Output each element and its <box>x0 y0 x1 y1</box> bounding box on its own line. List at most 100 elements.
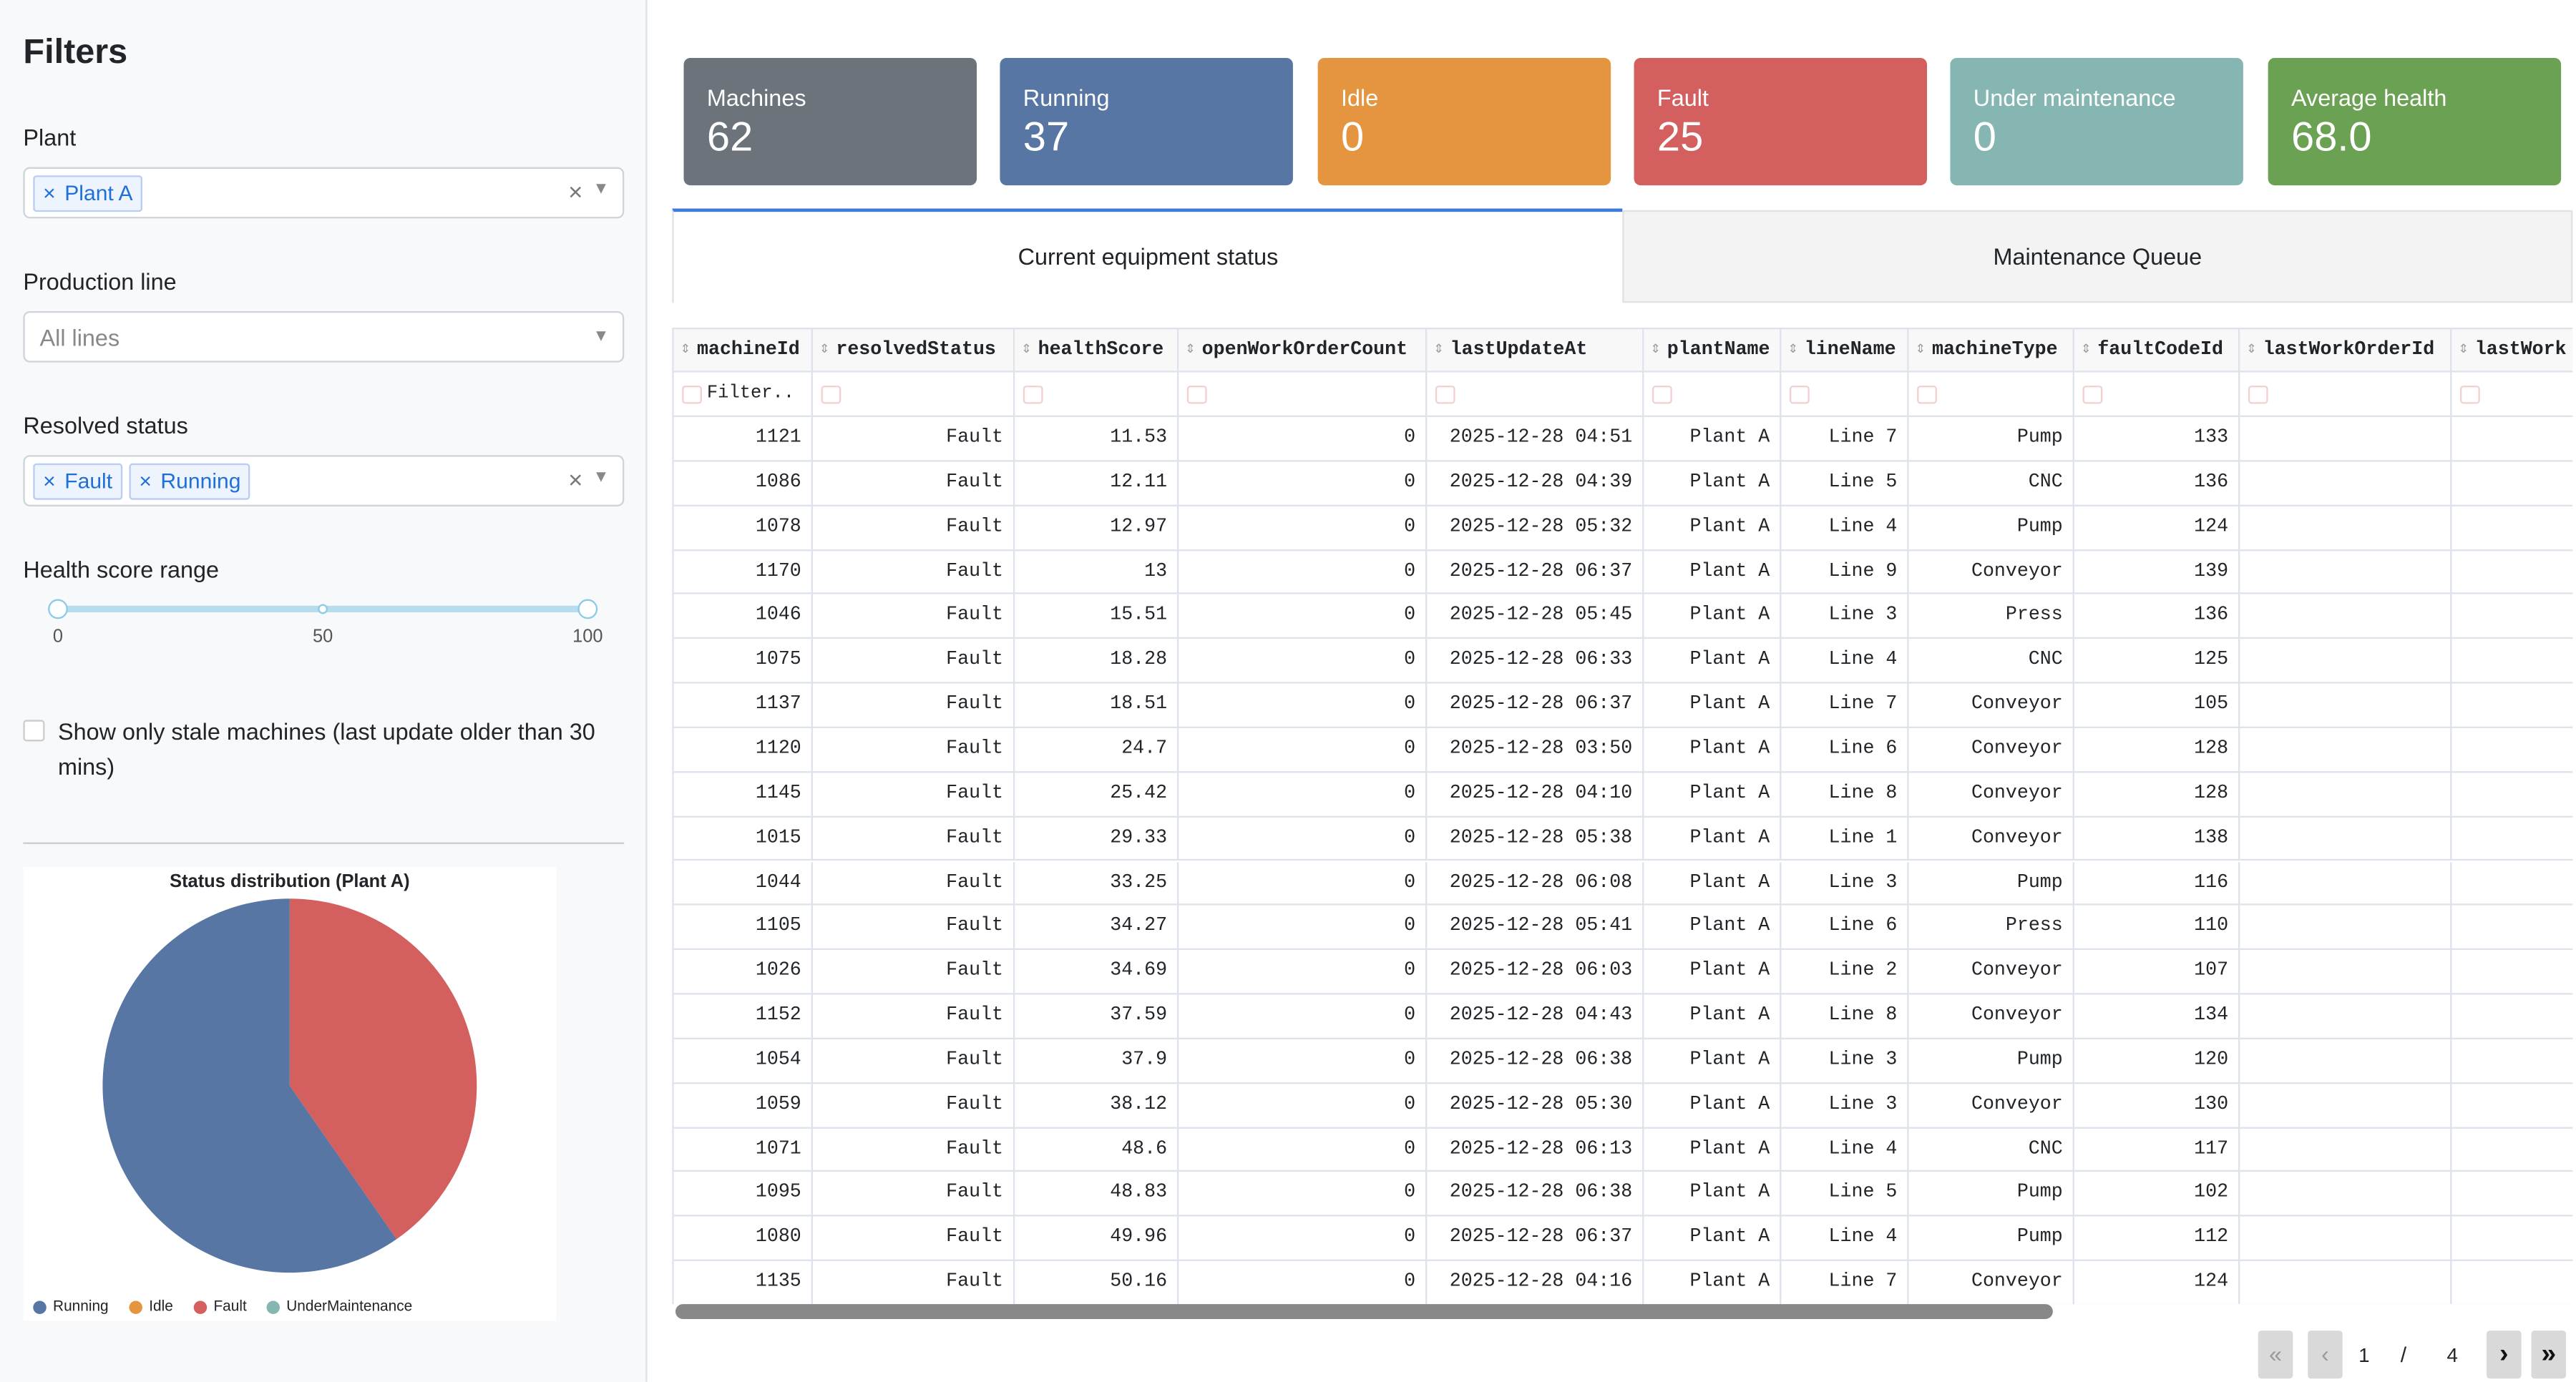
column-header[interactable]: plantName <box>1644 329 1782 373</box>
filter-box[interactable] <box>1435 386 1455 404</box>
table-cell: 37.9 <box>1015 1039 1179 1084</box>
plant-select[interactable]: Plant A × ▼ <box>23 167 625 219</box>
clear[interactable]: × <box>568 178 583 207</box>
pie-slice[interactable] <box>102 898 397 1273</box>
table-cell: Conveyor <box>1908 994 2074 1039</box>
caret[interactable]: ▼ <box>592 328 610 346</box>
pie-slice[interactable] <box>289 898 477 1240</box>
filter-box[interactable] <box>682 386 702 404</box>
table-cell: Line 3 <box>1781 594 1909 639</box>
filter-box[interactable] <box>1917 386 1937 404</box>
table-cell: 38.12 <box>1015 1083 1179 1128</box>
table-cell: 2025-12-28 06:08 <box>1427 861 1644 906</box>
column-filter[interactable] <box>1781 372 1909 418</box>
table-cell: Plant A <box>1644 550 1782 595</box>
slider-dot <box>318 604 328 614</box>
column-header[interactable]: resolvedStatus <box>812 329 1015 373</box>
table-cell: Line 1 <box>1781 817 1909 862</box>
table-cell: Plant A <box>1644 817 1782 862</box>
page-last[interactable]: » <box>2531 1330 2567 1379</box>
chart-title: Status distribution (Plant A) <box>170 872 410 893</box>
column-filter[interactable] <box>2074 372 2240 418</box>
column-header[interactable]: machineType <box>1908 329 2074 373</box>
table-cell: Fault <box>812 639 1015 684</box>
column-filter[interactable] <box>1015 372 1179 418</box>
table-cell: 1080 <box>673 1217 813 1262</box>
table-cell: 0 <box>1179 639 1428 684</box>
tag[interactable]: Fault <box>33 463 122 500</box>
filter-box[interactable] <box>2248 386 2268 404</box>
table-cell: 1170 <box>673 550 813 595</box>
scrollbar-thumb[interactable] <box>675 1304 2053 1319</box>
tab[interactable]: Maintenance Queue <box>1622 210 2573 303</box>
column-header[interactable]: openWorkOrderCount <box>1179 329 1428 373</box>
column-header[interactable]: lastWork <box>2451 329 2573 373</box>
column-filter[interactable] <box>1908 372 2074 418</box>
status-select[interactable]: FaultRunning × ▼ <box>23 455 625 506</box>
column-filter[interactable] <box>2240 372 2452 418</box>
slider-handle[interactable] <box>48 599 68 619</box>
table-cell: 2025-12-28 05:41 <box>1427 906 1644 951</box>
table-cell: Pump <box>1908 506 2074 551</box>
table-cell: 105 <box>2074 683 2240 728</box>
column-header[interactable]: lastUpdateAt <box>1427 329 1644 373</box>
table-cell: 2025-12-28 06:38 <box>1427 1039 1644 1084</box>
page-prev[interactable]: ‹ <box>2308 1330 2343 1379</box>
legend-label[interactable]: Fault <box>213 1297 247 1314</box>
column-filter[interactable]: Filter.. <box>673 372 813 418</box>
table-cell: Line 3 <box>1781 861 1909 906</box>
filter-box[interactable] <box>821 386 841 404</box>
table-cell: 33.25 <box>1015 861 1179 906</box>
table-cell <box>2451 684 2573 728</box>
column-header[interactable]: faultCodeId <box>2074 329 2240 373</box>
filter-box[interactable] <box>2082 386 2103 404</box>
column-filter[interactable] <box>1644 372 1782 418</box>
column-header[interactable]: healthScore <box>1015 329 1179 373</box>
filter-box[interactable] <box>1186 386 1207 404</box>
legend-dot <box>193 1300 208 1314</box>
tag[interactable]: Plant A <box>33 175 143 212</box>
column-filter[interactable] <box>812 372 1015 418</box>
column-header[interactable]: machineId <box>673 329 813 373</box>
legend-label[interactable]: Running <box>53 1297 109 1314</box>
table-cell <box>2451 550 2573 595</box>
table-cell <box>2451 995 2573 1039</box>
filter-box[interactable] <box>1652 386 1672 404</box>
page-current[interactable]: 1 <box>2347 1333 2381 1377</box>
table-cell <box>2451 728 2573 773</box>
table-cell: Pump <box>1908 1217 2074 1262</box>
tag[interactable]: Running <box>129 463 251 500</box>
legend-label[interactable]: Idle <box>149 1297 173 1314</box>
column-header[interactable]: lineName <box>1781 329 1909 373</box>
table-cell <box>2451 1261 2573 1305</box>
line-select[interactable]: All lines ▼ <box>23 310 625 363</box>
column-filter[interactable] <box>1179 372 1428 418</box>
page-next[interactable]: › <box>2487 1330 2522 1379</box>
filter-box[interactable] <box>1023 386 1043 404</box>
table-cell: Line 5 <box>1781 1172 1909 1217</box>
table-cell: Fault <box>812 1127 1015 1173</box>
column-header[interactable]: lastWorkOrderId <box>2240 329 2452 373</box>
checkbox-label[interactable]: Show only stale machines (last update ol… <box>57 718 595 780</box>
table-cell: 124 <box>2074 506 2240 551</box>
caret[interactable]: ▼ <box>592 468 610 487</box>
table-cell: Plant A <box>1644 639 1782 684</box>
tab-active[interactable]: Current equipment status <box>672 208 1623 303</box>
checkbox[interactable] <box>23 720 45 742</box>
table-cell: 117 <box>2074 1127 2240 1173</box>
table-cell: Fault <box>812 506 1015 551</box>
filter-box[interactable] <box>2460 386 2480 404</box>
column-filter[interactable] <box>2451 373 2573 418</box>
table-cell: Fault <box>812 683 1015 728</box>
column-filter[interactable] <box>1427 372 1644 418</box>
table-cell: 12.97 <box>1015 506 1179 551</box>
table-cell: 0 <box>1179 417 1428 462</box>
table-cell: Plant A <box>1644 906 1782 951</box>
filter-box[interactable] <box>1790 386 1810 404</box>
clear[interactable]: × <box>568 466 583 495</box>
legend-label[interactable]: UnderMaintenance <box>286 1297 413 1314</box>
caret[interactable]: ▼ <box>592 180 610 199</box>
page-first[interactable]: « <box>2258 1330 2293 1379</box>
slider-handle[interactable] <box>577 599 598 619</box>
